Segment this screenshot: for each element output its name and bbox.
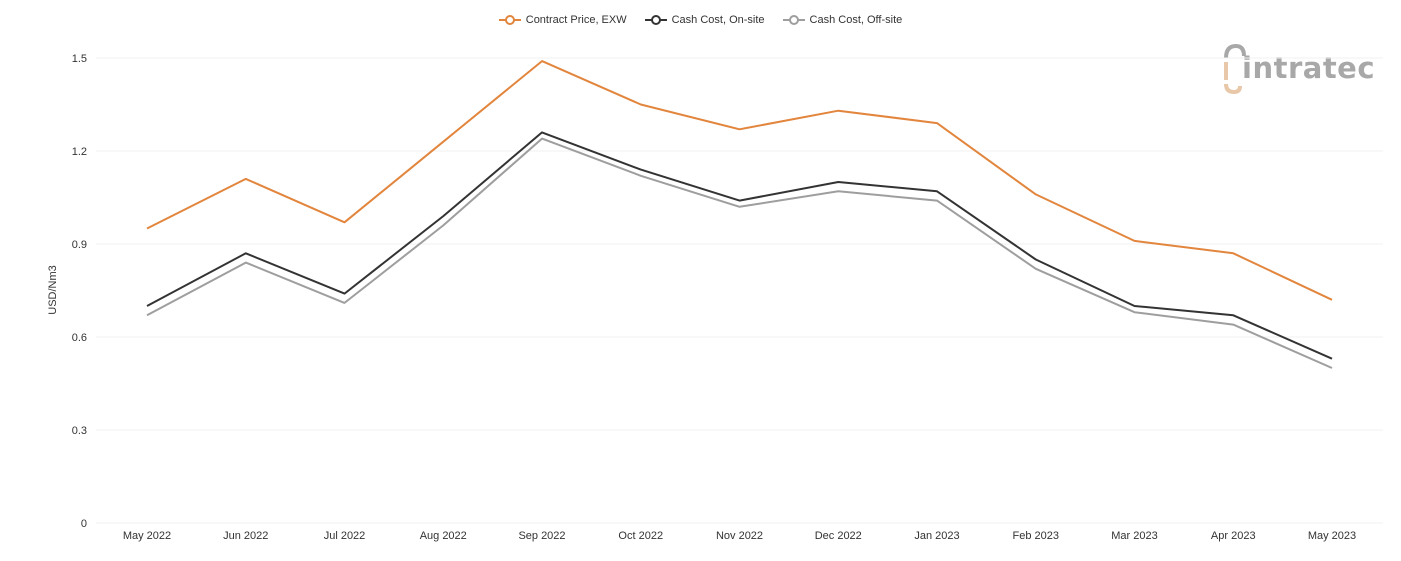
- x-tick-label: Jun 2022: [223, 530, 268, 542]
- x-tick-label: Sep 2022: [518, 530, 565, 542]
- legend-label: Cash Cost, On-site: [671, 14, 765, 26]
- legend-marker-icon: [782, 14, 805, 26]
- x-tick-label: Apr 2023: [1211, 530, 1256, 542]
- x-tick-label: May 2022: [123, 530, 171, 542]
- x-tick-label: Feb 2023: [1013, 530, 1059, 542]
- y-axis-title: USD/Nm3: [47, 265, 59, 315]
- legend-item-cash-cost-on-site[interactable]: Cash Cost, On-site: [644, 14, 765, 26]
- legend-item-cash-cost-off-site[interactable]: Cash Cost, Off-site: [782, 14, 903, 26]
- legend-marker-icon: [498, 14, 521, 26]
- grid-lines: [96, 57, 1383, 524]
- x-axis-ticks: May 2022 Jun 2022 Jul 2022 Aug 2022 Sep 2022…: [123, 530, 1356, 542]
- y-tick-label: 1.5: [72, 53, 87, 65]
- x-tick-label: Dec 2022: [815, 530, 862, 542]
- y-axis-ticks: 0 0.3 0.6 0.9 1.2 1.5: [72, 53, 87, 530]
- chart-legend: Contract Price, EXW Cash Cost, On-site C…: [0, 14, 1401, 26]
- series-line-contract-price-exw[interactable]: [146, 60, 1333, 301]
- y-tick-label: 1.2: [72, 146, 87, 158]
- series-line-cash-cost-on-site[interactable]: [146, 131, 1333, 360]
- y-tick-label: 0: [81, 518, 87, 530]
- x-tick-label: Aug 2022: [420, 530, 467, 542]
- y-tick-label: 0.3: [72, 425, 87, 437]
- x-tick-label: May 2023: [1308, 530, 1356, 542]
- logo-text: intratec: [1242, 51, 1376, 85]
- series-line-cash-cost-off-site[interactable]: [146, 137, 1333, 369]
- x-tick-label: Nov 2022: [716, 530, 763, 542]
- x-tick-label: Jan 2023: [914, 530, 959, 542]
- legend-marker-icon: [644, 14, 667, 26]
- legend-label: Cash Cost, Off-site: [809, 14, 903, 26]
- y-tick-label: 0.6: [72, 332, 87, 344]
- intratec-logo: intratec: [1222, 44, 1376, 96]
- logo-mark-icon: [1224, 44, 1246, 95]
- legend-item-contract-price[interactable]: Contract Price, EXW: [498, 14, 627, 26]
- x-tick-label: Jul 2022: [324, 530, 366, 542]
- x-tick-label: Mar 2023: [1111, 530, 1157, 542]
- y-tick-label: 0.9: [72, 239, 87, 251]
- series-lines: [146, 60, 1333, 369]
- x-tick-label: Oct 2022: [618, 530, 663, 542]
- legend-label: Contract Price, EXW: [525, 14, 627, 26]
